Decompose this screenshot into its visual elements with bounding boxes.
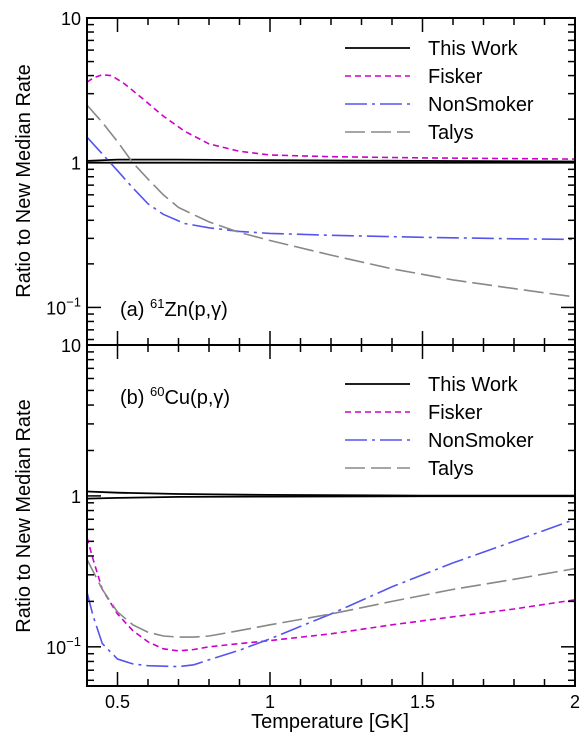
legend-label-this-work: This Work: [428, 38, 519, 60]
series-line-talys: [87, 558, 575, 638]
legend-label-nonsmoker: NonSmoker: [428, 94, 534, 116]
series-line-this-work: [87, 495, 575, 500]
series-line-nonsmoker: [87, 518, 575, 668]
panel-annotation: (b) 60Cu(p,γ): [120, 384, 230, 409]
legend-label-talys: Talys: [428, 122, 474, 144]
y-tick-label: 10: [61, 336, 81, 356]
series-line-nonsmoker: [87, 136, 575, 241]
y-tick-label: 1: [71, 154, 81, 174]
x-tick-label: 1.5: [410, 692, 435, 712]
series-line-fisker: [87, 537, 575, 652]
panel-annotation: (a) 61Zn(p,γ): [120, 296, 228, 321]
panel-b-cu60: 10 1 10−1 0.5 1 1.5 2 Ratio to New Median Rate (…: [13, 336, 580, 712]
y-tick-label: 1: [71, 487, 81, 507]
x-tick-label: 1: [265, 692, 275, 712]
x-axis-label: Temperature [GK]: [251, 711, 409, 733]
panel-a-zn61: 10 1 10−1 Ratio to New Median Rate (a) 61Zn(…: [13, 9, 576, 346]
axis-ticks: [86, 344, 576, 686]
legend-label-nonsmoker: NonSmoker: [428, 430, 534, 452]
y-tick-label: 10−1: [46, 294, 81, 318]
x-tick-label: 0.5: [105, 692, 130, 712]
legend: This Work Fisker NonSmoker Talys: [345, 38, 534, 144]
legend-label-fisker: Fisker: [428, 66, 483, 88]
legend-label-fisker: Fisker: [428, 402, 483, 424]
y-tick-label: 10: [61, 9, 81, 29]
axis-ticks: [86, 17, 576, 345]
legend-label-this-work: This Work: [428, 374, 519, 396]
series-line-this-work-2: [87, 158, 575, 163]
series-line-fisker: [87, 73, 575, 160]
y-axis-label: Ratio to New Median Rate: [13, 399, 35, 632]
y-axis-label: Ratio to New Median Rate: [13, 64, 35, 297]
y-tick-label: 10−1: [46, 634, 81, 658]
x-tick-label: 2: [570, 692, 580, 712]
legend-label-talys: Talys: [428, 458, 474, 480]
legend: This Work Fisker NonSmoker Talys: [345, 374, 534, 480]
series-line-talys: [87, 104, 575, 298]
series-line-this-work-2: [87, 490, 575, 497]
